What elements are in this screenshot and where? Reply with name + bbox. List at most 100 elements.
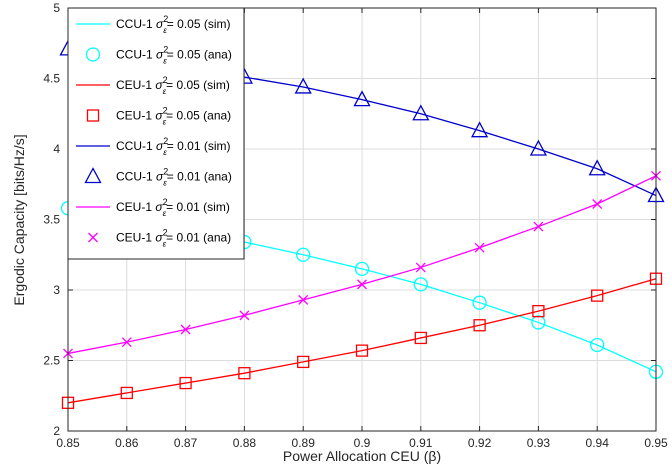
legend-label-main: CCU-1 <box>116 139 156 153</box>
legend-sigma-subscript: ε <box>163 26 167 35</box>
legend-swatch-marker <box>85 47 101 62</box>
legend-label-variance: = 0.05 <box>166 78 203 92</box>
data-point-stroke <box>533 221 544 232</box>
legend-swatch-marker <box>84 167 102 184</box>
legend-entry: CCU-1 σ2 ε= 0.05 (ana) <box>85 45 232 66</box>
x-tick-label: 0.87 <box>174 436 198 450</box>
legend-entry: CEU-1 σ2 ε= 0.01 (sim) <box>76 197 230 218</box>
legend-label-variance: = 0.01 <box>166 231 203 245</box>
legend-label-main: CCU-1 <box>116 48 156 62</box>
legend-sigma-subscript: ε <box>163 57 167 66</box>
x-tick-label: 0.85 <box>56 436 80 450</box>
data-point <box>529 139 547 156</box>
data-point <box>357 279 367 290</box>
data-point <box>472 295 487 310</box>
data-point <box>532 304 545 318</box>
x-tick-label: 0.93 <box>527 436 551 450</box>
legend-label-main: CCU-1 <box>116 170 156 184</box>
legend-sigma: σ <box>156 17 164 31</box>
legend-swatch-marker <box>88 232 98 243</box>
legend-label-main: CEU-1 <box>116 109 155 123</box>
y-tick-label: 4.5 <box>43 72 60 86</box>
legend-label-kind: (ana) <box>203 109 231 123</box>
legend-label-kind: (ana) <box>204 170 232 184</box>
legend-label-main: CEU-1 <box>116 231 155 245</box>
x-tick-label: 0.94 <box>586 436 610 450</box>
data-point <box>474 242 485 253</box>
legend-label-kind: (sim) <box>204 17 231 31</box>
data-point <box>296 247 311 262</box>
data-point <box>533 221 544 232</box>
y-tick-label: 5 <box>53 1 60 15</box>
legend-label: CCU-1 σ2 ε= 0.01 (sim) <box>116 136 230 157</box>
data-point-stroke <box>298 294 309 305</box>
legend-sigma-superscript: 2 <box>163 136 168 146</box>
legend-sigma: σ <box>155 231 163 245</box>
legend-sigma-superscript: 2 <box>163 106 168 116</box>
data-point <box>592 199 603 209</box>
data-point <box>353 90 371 107</box>
legend-label: CCU-1 σ2 ε= 0.05 (sim) <box>116 14 230 35</box>
y-tick-label: 3 <box>53 283 60 297</box>
legend-label-variance: = 0.01 <box>166 200 203 214</box>
legend-swatch-marker <box>86 109 100 122</box>
legend-label-main: CEU-1 <box>116 200 155 214</box>
data-point <box>413 277 428 292</box>
y-tick-label: 2 <box>53 424 60 438</box>
legend-entry: CEU-1 σ2 ε= 0.05 (sim) <box>76 75 230 96</box>
y-tick-label: 2.5 <box>43 354 60 368</box>
legend-label: CEU-1 σ2 ε= 0.01 (sim) <box>116 197 230 218</box>
data-point-stroke <box>474 242 485 253</box>
data-point-stroke <box>415 262 426 273</box>
legend-label: CCU-1 σ2 ε= 0.05 (ana) <box>116 45 232 66</box>
legend-label-main: CEU-1 <box>116 78 155 92</box>
x-tick-label: 0.92 <box>468 436 492 450</box>
data-point <box>412 104 430 121</box>
legend-label: CEU-1 σ2 ε= 0.05 (sim) <box>116 75 230 96</box>
data-point <box>590 337 605 353</box>
x-tick-label: 0.9 <box>354 436 371 450</box>
data-point-stroke <box>592 199 603 209</box>
legend-entry: CEU-1 σ2 ε= 0.05 (ana) <box>86 106 231 127</box>
data-point <box>294 77 312 94</box>
legend-label-kind: (ana) <box>203 231 231 245</box>
legend-label-variance: = 0.05 <box>167 17 204 31</box>
x-tick-label: 0.88 <box>233 436 257 450</box>
legend-sigma-subscript: ε <box>163 179 167 188</box>
data-point <box>238 367 251 380</box>
legend-label-kind: (ana) <box>204 48 232 62</box>
x-axis-label: Power Allocation CEU (β) <box>283 448 441 464</box>
legend-label-kind: (sim) <box>203 78 230 92</box>
legend-sigma: σ <box>155 109 163 123</box>
data-point <box>239 310 250 321</box>
data-point-stroke <box>121 337 132 348</box>
x-tick-label: 0.91 <box>409 436 433 450</box>
data-point <box>473 319 486 332</box>
legend-label: CCU-1 σ2 ε= 0.01 (ana) <box>116 167 232 188</box>
legend-sigma-subscript: ε <box>163 87 167 96</box>
y-tick-label: 4 <box>53 142 60 156</box>
data-point <box>531 315 546 330</box>
legend-sigma-superscript: 2 <box>163 167 168 177</box>
series-line <box>67 278 657 404</box>
legend-sigma: σ <box>156 170 164 184</box>
legend-sigma-subscript: ε <box>163 240 167 249</box>
data-point <box>591 289 604 302</box>
data-point-stroke <box>239 310 250 321</box>
legend-sigma: σ <box>155 78 163 92</box>
series-2 <box>67 278 657 404</box>
data-point <box>354 261 370 277</box>
x-tick-label: 0.89 <box>292 436 316 450</box>
y-axis-label: Ergodic Capacity [bits/Hz/s] <box>11 134 27 305</box>
legend-sigma-subscript: ε <box>163 118 167 127</box>
data-point <box>355 344 369 357</box>
x-tick-label: 0.86 <box>115 436 139 450</box>
legend: CCU-1 σ2 ε= 0.05 (sim)CCU-1 σ2 ε= 0.05 (an… <box>67 7 245 260</box>
data-point <box>588 159 606 176</box>
data-point-stroke <box>357 279 367 290</box>
legend-swatch-marker-stroke <box>88 232 98 243</box>
legend-sigma-subscript: ε <box>163 148 167 157</box>
legend-sigma-superscript: 2 <box>163 14 168 24</box>
legend-sigma: σ <box>156 139 164 153</box>
